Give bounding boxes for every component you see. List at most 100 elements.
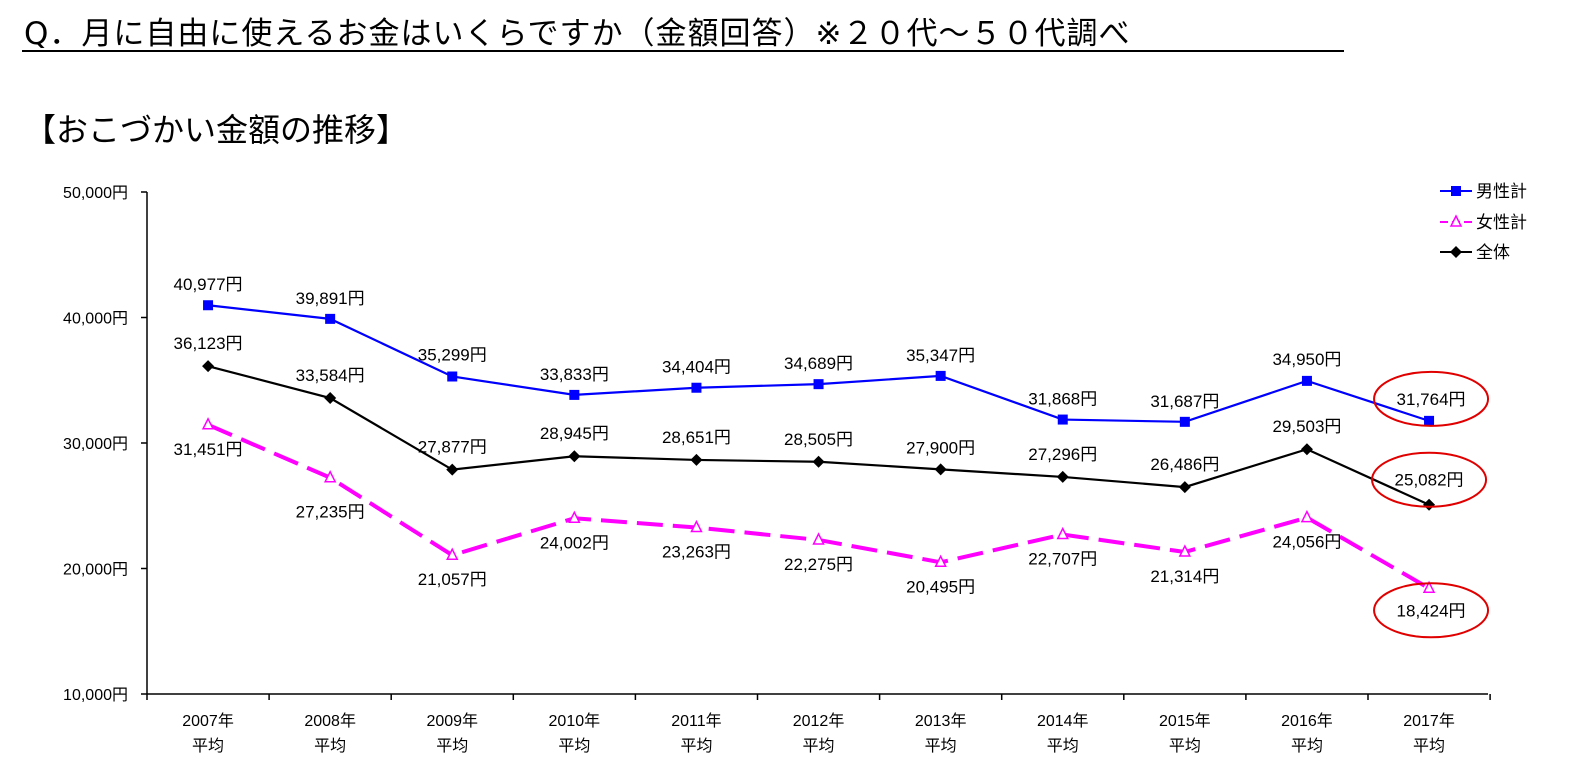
x-tick-label: 平均 <box>680 737 712 755</box>
data-point-square <box>813 379 824 390</box>
data-label: 26,486円 <box>1150 455 1219 474</box>
data-label: 29,503円 <box>1272 417 1341 436</box>
data-point-diamond <box>1423 498 1436 511</box>
data-label: 28,945円 <box>540 424 609 443</box>
legend-marker-triangle <box>1449 214 1463 227</box>
data-label: 39,891円 <box>296 289 365 308</box>
data-label: 27,235円 <box>296 503 365 522</box>
data-point-diamond <box>202 360 215 373</box>
data-label: 24,002円 <box>540 533 609 552</box>
legend-marker-square <box>1451 186 1461 196</box>
data-label: 34,404円 <box>662 358 731 377</box>
data-point-triangle <box>446 547 459 560</box>
x-tick-label: 平均 <box>1291 737 1323 755</box>
legend-label: 全体 <box>1476 243 1510 262</box>
data-point-square <box>203 300 214 311</box>
x-tick-label: 平均 <box>436 737 468 755</box>
data-point-square <box>569 389 580 400</box>
data-label: 20,495円 <box>906 577 975 596</box>
x-tick-label: 2010年 <box>549 712 601 730</box>
legend-label: 男性計 <box>1476 182 1527 201</box>
x-tick-label: 2012年 <box>793 712 845 730</box>
data-label: 40,977円 <box>174 275 243 294</box>
data-label: 36,123円 <box>174 334 243 353</box>
data-point-square <box>691 382 702 393</box>
legend-label: 女性計 <box>1476 213 1527 232</box>
data-point-triangle <box>812 532 825 545</box>
data-label: 27,877円 <box>418 438 487 457</box>
data-point-triangle <box>568 510 581 524</box>
data-point-square <box>935 370 946 381</box>
x-tick-label: 平均 <box>314 737 346 755</box>
x-tick-label: 2014年 <box>1037 712 1089 730</box>
data-point-square <box>1301 375 1312 386</box>
data-point-square <box>447 371 458 382</box>
x-tick-label: 2017年 <box>1403 712 1455 730</box>
data-label: 22,707円 <box>1028 550 1097 569</box>
data-point-square <box>1057 414 1068 425</box>
highlight-ellipse <box>1373 582 1490 639</box>
data-point-triangle <box>934 554 947 568</box>
data-point-square <box>325 313 336 324</box>
data-label: 22,275円 <box>784 555 853 574</box>
data-label: 27,296円 <box>1028 445 1097 464</box>
data-point-diamond <box>324 392 337 405</box>
question-underline <box>22 50 1344 52</box>
data-label: 24,056円 <box>1272 533 1341 552</box>
data-point-diamond <box>934 463 947 476</box>
data-point-triangle <box>1422 580 1436 594</box>
y-tick-label: 40,000円 <box>63 311 128 328</box>
highlight-ellipse <box>1371 451 1488 508</box>
data-point-diamond <box>812 455 825 468</box>
x-tick-label: 平均 <box>1169 737 1201 755</box>
data-label: 18,424円 <box>1397 601 1466 620</box>
data-point-triangle <box>690 519 703 533</box>
data-label: 21,057円 <box>418 570 487 589</box>
data-point-triangle <box>1178 544 1192 557</box>
data-point-diamond <box>568 450 581 463</box>
data-point-diamond <box>1056 470 1069 483</box>
x-tick-label: 2011年 <box>671 712 721 730</box>
data-label: 21,314円 <box>1150 567 1219 586</box>
x-tick-label: 平均 <box>803 737 835 755</box>
y-tick-label: 30,000円 <box>63 436 128 453</box>
data-label: 31,764円 <box>1397 390 1466 409</box>
data-point-square <box>1179 416 1190 427</box>
data-label: 31,687円 <box>1150 392 1219 411</box>
x-tick-label: 2008年 <box>304 712 356 730</box>
y-tick-label: 20,000円 <box>63 562 128 579</box>
data-label: 35,347円 <box>906 346 975 365</box>
data-label: 34,689円 <box>784 354 853 373</box>
data-point-diamond <box>690 453 703 466</box>
x-tick-label: 平均 <box>558 737 590 755</box>
data-label: 31,451円 <box>174 440 243 459</box>
x-tick-label: 2007年 <box>182 712 234 730</box>
y-tick-label: 50,000円 <box>63 185 128 202</box>
data-label: 34,950円 <box>1272 350 1341 369</box>
x-tick-label: 2013年 <box>915 712 967 730</box>
x-tick-label: 平均 <box>192 737 224 755</box>
data-label: 28,505円 <box>784 430 853 449</box>
data-point-diamond <box>1178 481 1191 494</box>
data-label: 23,263円 <box>662 543 731 562</box>
data-point-triangle <box>1300 509 1314 523</box>
chart-subtitle: 【おこづかい金額の推移】 <box>24 111 409 149</box>
data-point-triangle <box>1056 526 1069 540</box>
x-tick-label: 2009年 <box>426 712 478 730</box>
x-tick-label: 平均 <box>1413 737 1445 755</box>
data-label: 35,299円 <box>418 345 487 364</box>
data-label: 33,584円 <box>296 366 365 385</box>
data-label: 33,833円 <box>540 365 609 384</box>
data-label: 25,082円 <box>1395 471 1464 490</box>
data-point-triangle <box>201 417 215 430</box>
data-label: 31,868円 <box>1028 390 1097 409</box>
x-tick-label: 2016年 <box>1281 712 1333 730</box>
data-label: 27,900円 <box>906 438 975 457</box>
data-point-diamond <box>446 463 459 476</box>
question-title: Q．月に自由に使えるお金はいくらですか（金額回答）※２０代～５０代調べ <box>24 16 1131 52</box>
data-point-square <box>1424 415 1435 426</box>
highlight-ellipse <box>1373 370 1490 427</box>
x-tick-label: 平均 <box>925 737 957 755</box>
y-tick-label: 10,000円 <box>63 687 128 704</box>
